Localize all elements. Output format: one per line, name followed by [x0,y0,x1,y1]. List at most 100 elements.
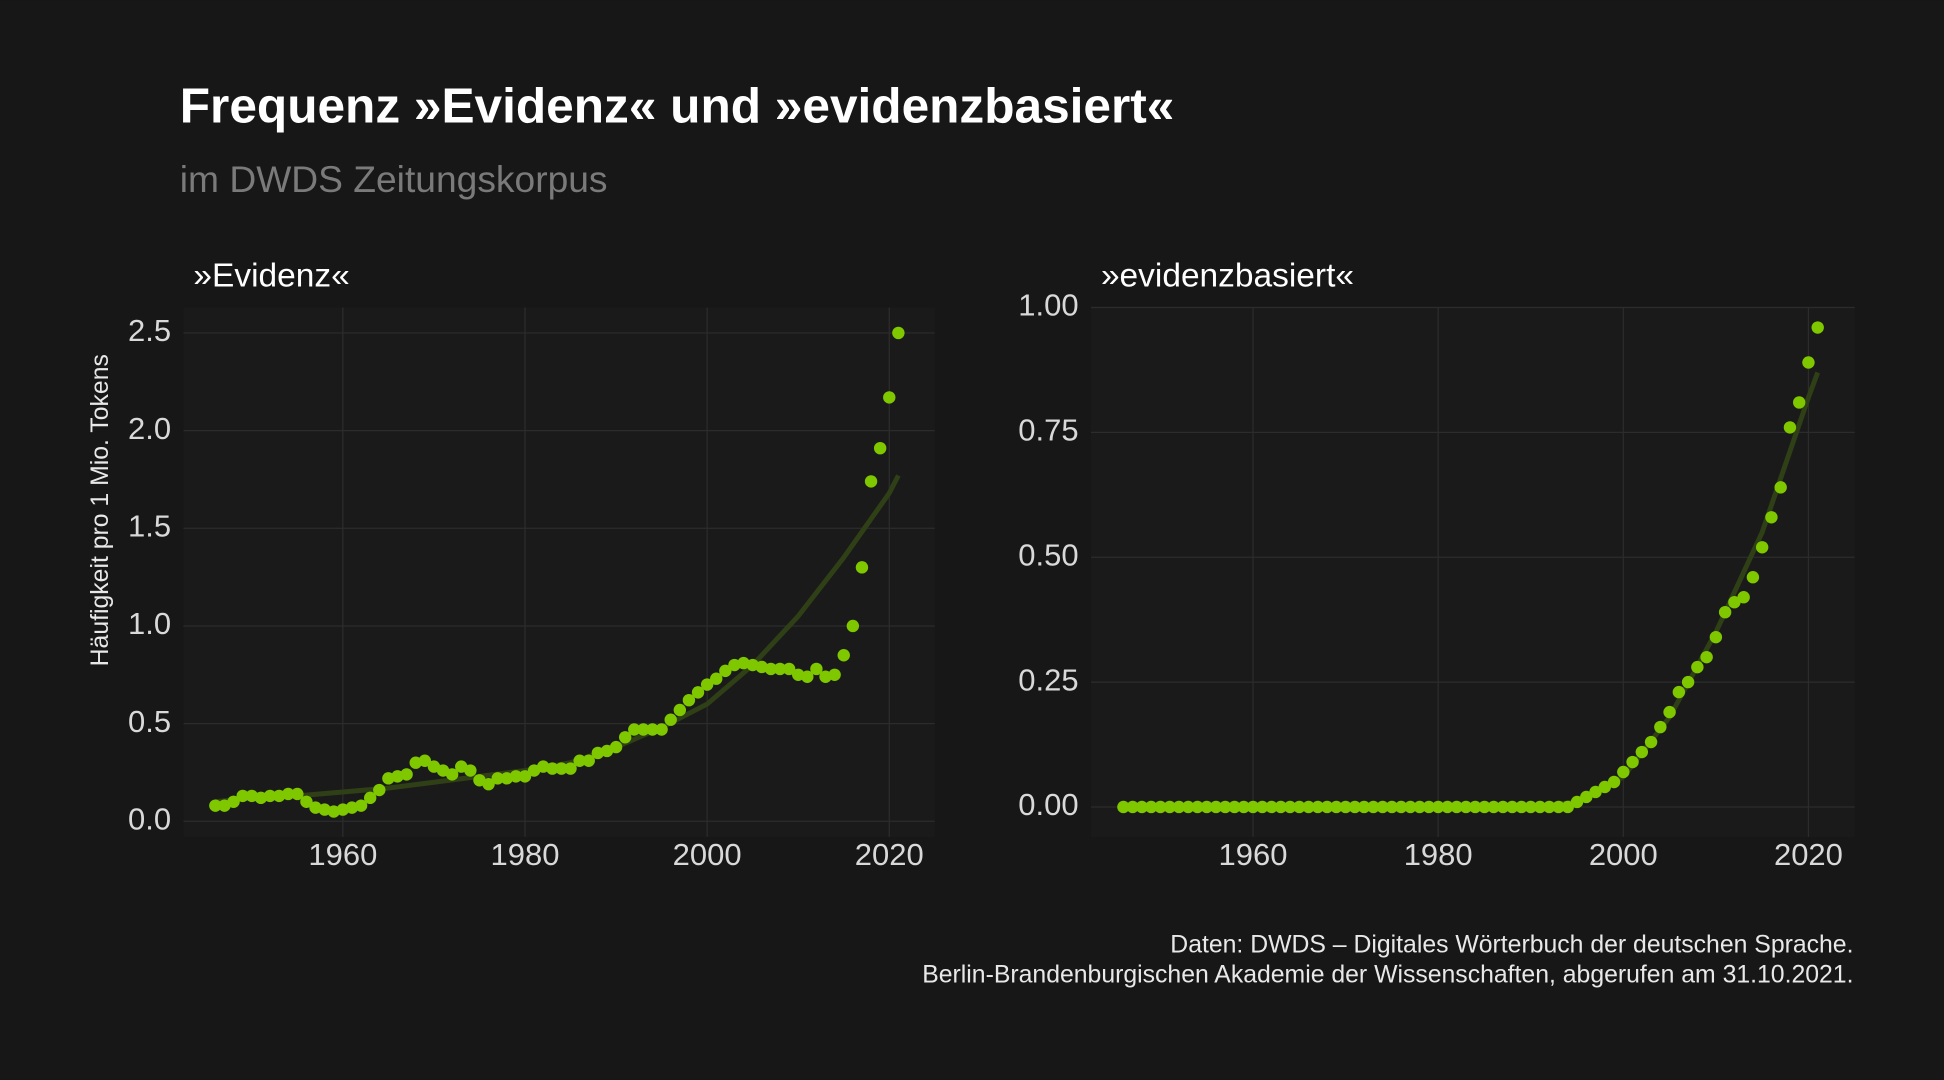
data-point [828,668,841,681]
data-point [628,723,641,736]
data-point [1663,705,1676,719]
data-point [682,693,696,707]
data-point [1589,785,1602,799]
data-point [801,670,814,683]
data-point [664,713,677,726]
data-point [1413,800,1426,814]
data-point [1691,660,1704,674]
data-point [227,795,240,808]
data-point [1765,511,1778,524]
x-tick-label: 1960 [308,837,377,872]
data-point [1459,800,1473,814]
data-point [873,441,887,455]
data-point [1496,800,1510,814]
data-point [1172,800,1186,814]
data-point [518,770,532,783]
plot-area [1091,307,1855,837]
data-point [555,762,568,775]
data-point [1478,800,1491,814]
data-point [1441,800,1454,814]
x-tick-label: 1960 [1219,837,1288,872]
data-point [700,678,714,691]
data-point [1718,605,1732,619]
data-point [263,789,277,803]
panel-title: »Evidenz« [193,258,349,295]
data-point [1654,720,1667,734]
data-point [482,777,495,791]
data-point [691,686,705,699]
data-point [1728,596,1741,609]
data-point [1154,800,1167,814]
data-point [1404,800,1417,814]
data-point [1709,630,1723,644]
data-point [1561,800,1574,814]
data-point [773,662,787,676]
x-tick-label: 1980 [1404,837,1473,872]
data-point [710,672,723,685]
data-point [637,723,650,736]
y-tick-label: 2.5 [128,313,171,348]
data-point [573,754,586,767]
data-point [1330,800,1343,814]
data-point [1515,800,1528,814]
data-point [883,391,896,404]
data-point [1552,800,1565,814]
data-point [1274,800,1287,814]
data-point [1617,765,1630,779]
data-point [1256,800,1269,814]
x-tick-label: 2020 [855,837,924,872]
panel-title: »evidenzbasiert« [1101,258,1354,295]
data-point [1450,800,1463,814]
x-tick-label: 1980 [491,837,560,872]
data-point [1607,775,1621,789]
data-point [445,768,459,781]
data-point [282,787,295,801]
chart-subtitle: im DWDS Zeitungskorpus [180,158,608,200]
data-point [1394,800,1408,814]
data-point [1783,421,1797,434]
data-point [1200,800,1213,814]
y-tick-label: 1.00 [1018,288,1078,323]
data-point [373,783,386,797]
data-point [1635,745,1649,759]
data-point [400,768,413,781]
data-point [1376,800,1389,814]
data-point [655,723,668,736]
x-tick-label: 2000 [673,837,742,872]
plot-area [183,307,935,837]
data-point [1672,685,1686,699]
data-point [1182,800,1195,814]
data-point [837,649,850,662]
data-point [782,662,796,676]
data-point [609,740,623,754]
data-point [646,723,659,736]
data-point [1533,800,1547,814]
data-point [1339,800,1352,814]
y-tick-label: 0.50 [1018,537,1078,572]
data-point [1468,800,1482,814]
data-point [1506,800,1519,814]
data-point [546,762,559,775]
data-point [1311,800,1325,814]
y-tick-label: 0.75 [1018,413,1078,448]
y-tick-label: 0.0 [128,801,171,836]
data-point [1348,800,1362,814]
data-point [855,561,869,574]
data-point [1543,800,1556,814]
data-point [1302,800,1315,814]
data-point [509,770,523,783]
data-point [418,754,432,767]
data-point [1367,800,1380,814]
data-point [764,662,778,676]
data-point [1246,800,1260,814]
data-point [491,772,504,785]
data-point [236,789,249,803]
data-point [1385,800,1399,814]
data-point [1209,800,1223,814]
y-tick-label: 0.00 [1018,787,1078,822]
data-point [846,619,860,633]
data-point [1802,356,1815,369]
data-point [1117,800,1130,814]
data-point [1422,800,1436,814]
caption: Berlin-Brandenburgischen Akademie der Wi… [922,961,1853,988]
